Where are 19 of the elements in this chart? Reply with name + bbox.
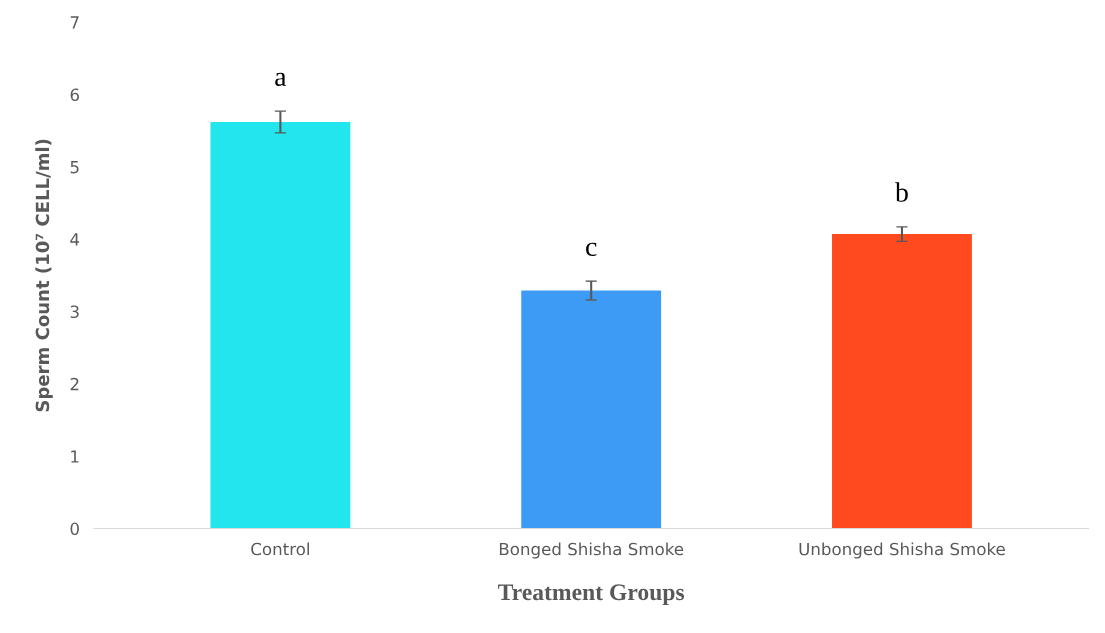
y-tick-label: 5 — [70, 161, 79, 174]
x-tick-label: Unbonged Shisha Smoke — [799, 542, 1005, 559]
y-tick-label: 1 — [71, 450, 79, 463]
x-tick-label: Control — [251, 542, 309, 556]
bar — [832, 234, 972, 529]
bar — [210, 121, 351, 529]
y-tick-label: 0 — [70, 522, 79, 536]
y-tick-label: 2 — [70, 377, 79, 391]
x-tick-label: Bonged Shisha Smoke — [499, 542, 684, 559]
y-tick-label: 7 — [70, 16, 79, 29]
annotation: a — [275, 72, 287, 87]
y-tick-label: 4 — [70, 233, 80, 246]
x-axis-title: Treatment Groups — [498, 584, 685, 605]
y-tick-label: 3 — [70, 305, 79, 319]
annotation: c — [586, 242, 597, 257]
y-tick-label: 6 — [70, 88, 79, 102]
annotation: b — [895, 182, 908, 202]
bar — [521, 290, 662, 529]
y-axis-title: Sperm Count (10⁷ CELL/ml) — [35, 139, 53, 412]
